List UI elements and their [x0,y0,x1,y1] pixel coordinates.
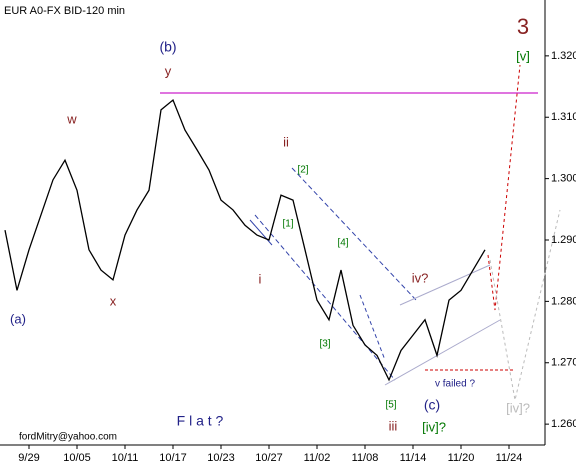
wave-label: [2] [297,165,308,176]
wave-label: iv? [412,270,429,285]
channel-line [254,214,396,381]
x-tick-label: 10/23 [207,452,235,464]
wave-label: [v] [516,48,530,63]
wave-label: [iv]? [422,419,446,434]
wave-label: v failed ? [435,379,475,390]
wave-label: w [66,111,77,126]
wave-label: (c) [424,397,440,413]
wedge-line [249,219,273,246]
x-tick-label: 11/20 [448,452,475,464]
chart-title: EUR A0-FX BID-120 min [4,5,125,17]
x-tick-label: 11/02 [304,452,331,464]
wave-label: y [165,63,172,78]
x-tick-label: 9/29 [18,452,39,464]
wave-label: iii [389,418,398,433]
y-tick-label: 1.310 [551,111,576,123]
wave-label: [5] [385,400,396,411]
wave-label: F l a t ? [177,413,224,429]
x-tick-label: 10/11 [112,452,139,464]
wave-label: [iv]? [506,400,530,415]
wave-label: 3 [517,14,529,39]
wave-label: fordMitry@yahoo.com [19,432,117,443]
wave-label: [1] [282,219,293,230]
y-tick-label: 1.270 [551,357,576,369]
wave-label: ii [283,134,289,149]
wave-label: i [259,271,262,286]
y-tick-label: 1.280 [551,295,576,307]
wedge-line [359,294,386,361]
y-tick-label: 1.300 [551,173,576,185]
wave-label: x [110,293,117,308]
triangle-line [399,264,491,306]
triangle-line [384,319,501,386]
x-tick-label: 11/08 [352,452,379,464]
x-tick-label: 10/27 [255,452,283,464]
wave-label: [4] [337,238,348,249]
projection [487,64,521,311]
wave-label: (a) [10,311,26,326]
x-tick-label: 11/14 [400,452,427,464]
wave-label: (b) [159,39,176,55]
y-tick-label: 1.290 [551,234,576,246]
x-tick-label: 10/05 [63,452,91,464]
y-tick-label: 1.320 [551,50,576,62]
x-tick-label: 10/17 [159,452,187,464]
channel-line [291,167,417,301]
projection-alt [489,209,561,401]
wave-label: [3] [319,339,330,350]
y-tick-label: 1.260 [551,418,576,430]
x-tick-label: 11/24 [496,452,523,464]
price-line [4,98,486,382]
